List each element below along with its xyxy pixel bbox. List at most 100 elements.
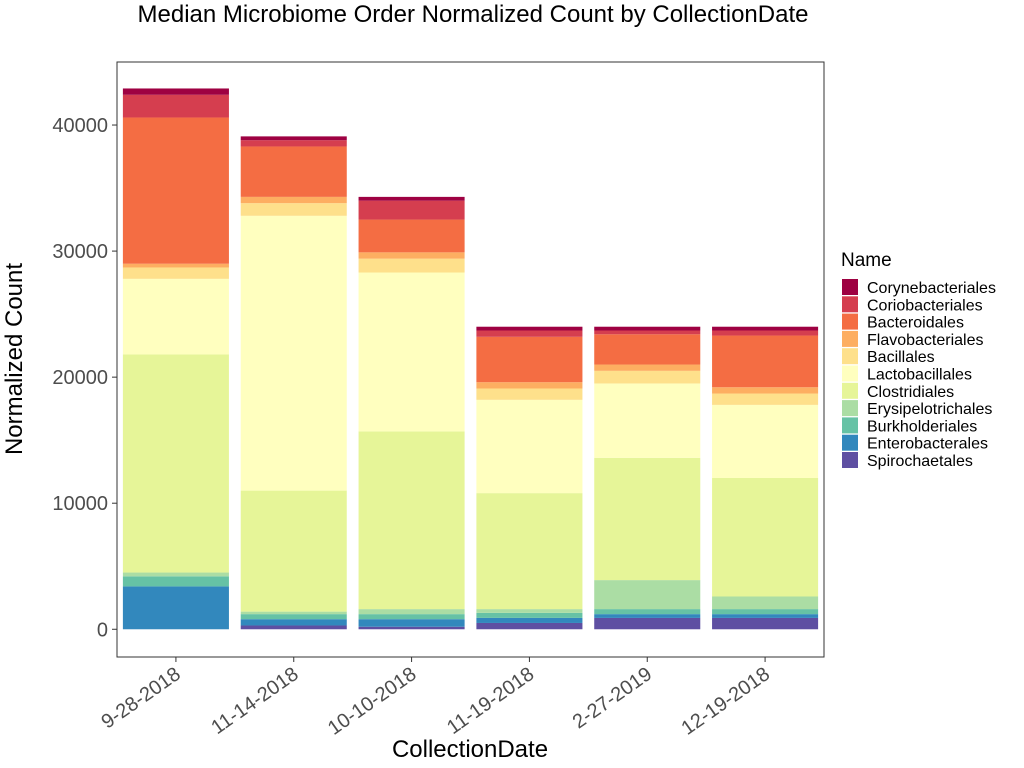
bar-segment-corynebacteriales-5 xyxy=(712,326,819,331)
bar-segment-coriobacteriales-3 xyxy=(476,330,583,337)
bar-segment-corynebacteriales-2 xyxy=(358,196,465,201)
x-axis-title: CollectionDate xyxy=(392,736,548,763)
bar-segment-coriobacteriales-0 xyxy=(122,94,229,118)
bar-segment-clostridiales-0 xyxy=(122,354,229,573)
legend-swatch-clostridiales xyxy=(842,382,858,399)
bar-segment-coriobacteriales-2 xyxy=(358,200,465,220)
bar-segment-enterobacterales-3 xyxy=(476,617,583,623)
bar-segment-coriobacteriales-4 xyxy=(594,330,701,335)
legend-title: Name xyxy=(841,250,892,271)
legend-swatch-lactobacillales xyxy=(842,365,858,382)
legend-label-corynebacteriales: Corynebacteriales xyxy=(867,280,996,297)
bar-segment-spirochaetales-1 xyxy=(240,625,347,630)
bar-segment-flavobacteriales-1 xyxy=(240,196,347,204)
chart-title: Median Microbiome Order Normalized Count… xyxy=(138,1,809,28)
bar-segment-lactobacillales-0 xyxy=(122,278,229,355)
x-tick-label: 10-10-2018 xyxy=(324,663,420,740)
bar-segment-enterobacterales-0 xyxy=(122,586,229,630)
bar-segment-enterobacterales-2 xyxy=(358,619,465,627)
bar-segment-bacillales-3 xyxy=(476,388,583,400)
bar-segment-bacteroidales-5 xyxy=(712,335,819,388)
x-tick-label: 11-14-2018 xyxy=(207,663,302,739)
legend-swatch-flavobacteriales xyxy=(842,330,858,347)
bar-segment-lactobacillales-4 xyxy=(594,383,701,458)
legend-swatch-erysipelotrichales xyxy=(842,400,858,417)
legend: Name CorynebacterialesCoriobacterialesBa… xyxy=(841,250,996,470)
bar-segment-bacteroidales-3 xyxy=(476,336,583,383)
bar-segment-erysipelotrichales-4 xyxy=(594,580,701,610)
x-axis: 9-28-2018 11-14-2018 10-10-2018 11-19-2018 2… xyxy=(97,657,774,740)
bar-segment-flavobacteriales-0 xyxy=(122,263,229,268)
bar-segment-erysipelotrichales-3 xyxy=(476,609,583,613)
bar-segment-spirochaetales-5 xyxy=(712,617,819,630)
legend-swatch-enterobacterales xyxy=(842,434,858,451)
bar-segment-bacteroidales-2 xyxy=(358,219,465,253)
plot-panel-border xyxy=(116,61,825,658)
bar-segment-erysipelotrichales-5 xyxy=(712,596,819,610)
bar-segment-burkholderiales-3 xyxy=(476,612,583,618)
x-tick-label: 2-27-2019 xyxy=(569,663,656,733)
legend-label-bacillales: Bacillales xyxy=(867,349,935,366)
legend-label-bacteroidales: Bacteroidales xyxy=(867,315,964,332)
y-tick-label: 20000 xyxy=(52,367,108,389)
bar-segment-bacteroidales-1 xyxy=(240,146,347,197)
bar-segment-spirochaetales-4 xyxy=(594,617,701,630)
bar-segment-enterobacterales-1 xyxy=(240,619,347,626)
bar-segment-bacillales-0 xyxy=(122,267,229,279)
bar-segment-erysipelotrichales-1 xyxy=(240,611,347,615)
bar-segment-flavobacteriales-5 xyxy=(712,387,819,394)
bars-group xyxy=(122,88,819,630)
bar-segment-bacillales-4 xyxy=(594,370,701,384)
bar-segment-clostridiales-2 xyxy=(358,431,465,610)
legend-swatch-spirochaetales xyxy=(842,452,858,468)
bar-segment-lactobacillales-3 xyxy=(476,399,583,494)
bar-segment-bacteroidales-0 xyxy=(122,117,229,264)
legend-label-coriobacteriales: Coriobacteriales xyxy=(867,297,983,314)
bar-segment-enterobacterales-5 xyxy=(712,614,819,618)
bar-segment-lactobacillales-1 xyxy=(240,215,347,491)
y-tick-label: 40000 xyxy=(52,115,108,137)
bar-segment-burkholderiales-4 xyxy=(594,609,701,615)
legend-label-enterobacterales: Enterobacterales xyxy=(867,436,988,453)
bar-segment-clostridiales-5 xyxy=(712,478,819,597)
y-axis: 0 10000 20000 30000 40000 xyxy=(52,115,117,641)
legend-swatch-bacillales xyxy=(842,348,858,365)
bar-segment-enterobacterales-4 xyxy=(594,614,701,618)
bar-segment-lactobacillales-5 xyxy=(712,404,819,478)
bar-segment-spirochaetales-2 xyxy=(358,626,465,630)
legend-label-flavobacteriales: Flavobacteriales xyxy=(867,332,984,349)
y-tick-label: 10000 xyxy=(52,493,108,515)
legend-label-burkholderiales: Burkholderiales xyxy=(867,418,977,435)
legend-swatch-corynebacteriales xyxy=(842,279,858,295)
bar-segment-bacteroidales-4 xyxy=(594,334,701,365)
bar-segment-flavobacteriales-2 xyxy=(358,252,465,259)
legend-label-spirochaetales: Spirochaetales xyxy=(867,453,973,470)
bar-segment-flavobacteriales-3 xyxy=(476,382,583,389)
bar-segment-corynebacteriales-1 xyxy=(240,136,347,141)
legend-label-erysipelotrichales: Erysipelotrichales xyxy=(867,401,992,418)
legend-swatch-coriobacteriales xyxy=(842,296,858,313)
x-tick-label: 12-19-2018 xyxy=(678,663,774,740)
bar-segment-burkholderiales-0 xyxy=(122,576,229,587)
bar-segment-coriobacteriales-5 xyxy=(712,330,819,336)
y-tick-label: 0 xyxy=(97,619,108,641)
y-axis-title: Normalized Count xyxy=(1,263,28,455)
bar-segment-bacillales-1 xyxy=(240,203,347,216)
bar-segment-corynebacteriales-4 xyxy=(594,326,701,331)
bar-segment-flavobacteriales-4 xyxy=(594,364,701,371)
bar-segment-burkholderiales-5 xyxy=(712,609,819,615)
legend-label-clostridiales: Clostridiales xyxy=(867,384,954,401)
bar-segment-bacillales-5 xyxy=(712,393,819,405)
bar-segment-corynebacteriales-3 xyxy=(476,326,583,331)
bar-segment-burkholderiales-2 xyxy=(358,614,465,620)
bar-segment-clostridiales-3 xyxy=(476,493,583,610)
legend-label-lactobacillales: Lactobacillales xyxy=(867,367,972,384)
x-tick-label: 11-19-2018 xyxy=(443,663,538,739)
bar-segment-clostridiales-1 xyxy=(240,490,347,612)
bar-segment-bacillales-2 xyxy=(358,258,465,273)
bar-segment-spirochaetales-3 xyxy=(476,622,583,630)
y-tick-label: 30000 xyxy=(52,241,108,263)
bar-segment-erysipelotrichales-2 xyxy=(358,609,465,615)
bar-segment-lactobacillales-2 xyxy=(358,272,465,432)
